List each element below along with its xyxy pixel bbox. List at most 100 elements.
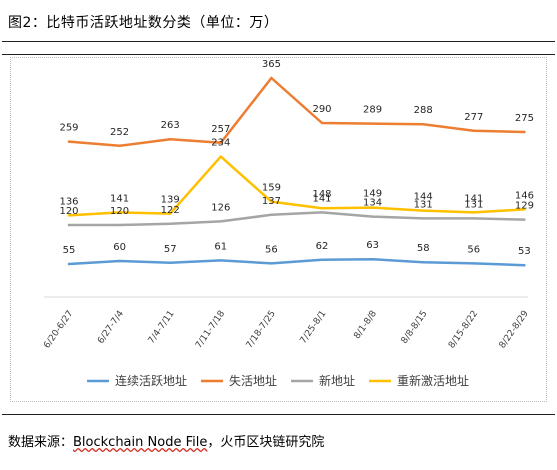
series-1-point — [169, 261, 172, 264]
x-tick-label: 7/11-7/18 — [194, 309, 227, 351]
series-3-point — [270, 213, 273, 216]
series-3-point — [472, 217, 475, 220]
data-label: 55 — [63, 245, 76, 256]
top-rule — [2, 41, 555, 42]
series-1-point — [118, 259, 121, 263]
series-3-point — [371, 215, 374, 218]
series-2-point — [371, 122, 374, 125]
source-note: 数据来源：Blockchain Node File，火币区块链研究院 — [8, 431, 324, 450]
data-label: 62 — [316, 241, 329, 252]
x-tick-label: 6/27-7/4 — [96, 309, 126, 346]
series-3-point — [118, 223, 121, 227]
data-label: 60 — [113, 242, 126, 253]
series-2-point — [169, 138, 172, 141]
data-label: 134 — [363, 198, 382, 209]
series-4-point — [320, 207, 324, 210]
data-label: 63 — [366, 240, 379, 251]
source-suffix: ，火币区块链研究院 — [207, 435, 325, 450]
data-label: 120 — [59, 206, 78, 217]
data-label-layer: 55 60 57 61 56 62 63 58 56 53 259 252 263 257 365 290 28… — [59, 59, 533, 257]
figure-title: 图2：比特币活跃地址数分类（单位：万） — [8, 15, 279, 31]
series-1-point — [270, 262, 273, 265]
data-label: 234 — [211, 138, 230, 149]
series-2-line — [67, 76, 526, 148]
series-3-point — [320, 211, 324, 214]
source-prefix: 数据来源： — [8, 435, 74, 450]
data-label: 53 — [518, 246, 531, 257]
series-4-point — [371, 206, 374, 209]
data-label: 289 — [363, 105, 382, 116]
legend-label: 重新激活地址 — [397, 373, 469, 388]
series-2-point — [219, 141, 222, 144]
series-1-point — [523, 264, 526, 267]
x-tick-label: 8/22-8/29 — [498, 309, 531, 351]
series-2-point — [320, 121, 324, 125]
data-label: 146 — [515, 190, 534, 201]
data-label: 141 — [464, 193, 483, 204]
x-tick-label: 7/18-7/25 — [245, 309, 278, 351]
top-rule-second — [2, 54, 555, 55]
series-4-point — [472, 211, 475, 214]
data-label: 141 — [110, 193, 129, 204]
series-1-point — [219, 259, 222, 262]
data-label: 290 — [312, 104, 331, 115]
data-label: 263 — [161, 120, 180, 131]
data-label: 159 — [262, 183, 281, 194]
legend-label: 连续活跃地址 — [115, 373, 187, 388]
data-label: 149 — [363, 189, 382, 200]
series-2-point — [422, 123, 425, 126]
data-label: 120 — [110, 206, 129, 217]
series-1-point — [472, 262, 475, 265]
source-link[interactable]: Blockchain Node File — [73, 435, 208, 450]
x-tick-label: 8/15-8/22 — [447, 309, 480, 351]
series-1-line — [67, 257, 526, 267]
data-label: 141 — [312, 193, 331, 204]
data-label: 148 — [312, 189, 331, 200]
data-label: 137 — [262, 196, 281, 207]
series-2-point — [523, 130, 526, 134]
series-1-point — [422, 261, 425, 264]
data-label: 136 — [59, 196, 78, 207]
data-label: 122 — [161, 205, 180, 216]
series-3-point — [422, 217, 425, 220]
series-2-point — [67, 140, 71, 143]
data-label: 61 — [214, 241, 227, 252]
data-label: 257 — [211, 124, 230, 135]
series-4-point — [118, 211, 121, 214]
data-label: 57 — [164, 244, 177, 255]
data-label: 365 — [262, 59, 281, 70]
series-3-line — [67, 211, 526, 227]
series-4-point — [67, 214, 71, 217]
series-2-point — [118, 144, 121, 147]
series-1-point — [320, 258, 324, 261]
data-label: 56 — [265, 244, 278, 255]
data-label: 252 — [110, 127, 129, 138]
series-3-point — [169, 222, 172, 225]
series-3-point — [67, 223, 71, 227]
series-2-point — [270, 76, 273, 80]
series-1-point — [67, 262, 71, 266]
x-tick-layer: 6/20-6/27 6/27-7/4 7/4-7/11 7/11-7/18 7/18-7… — [42, 309, 531, 351]
data-label: 139 — [161, 195, 180, 206]
legend-label: 失活地址 — [229, 373, 277, 388]
series-1-point — [371, 258, 374, 261]
legend: 连续活跃地址 失活地址 新地址 重新激活地址 — [87, 373, 469, 388]
data-label: 58 — [417, 243, 430, 254]
data-label: 126 — [211, 202, 230, 213]
series-4-point — [270, 200, 273, 203]
series-4-point — [422, 209, 425, 212]
x-tick-label: 7/4-7/11 — [147, 309, 177, 346]
data-label: 259 — [59, 123, 78, 134]
series-4-point — [523, 208, 526, 211]
series-3-point — [523, 218, 526, 221]
series-3-point — [219, 220, 222, 223]
x-tick-label: 7/25-8/1 — [298, 309, 328, 346]
data-label: 131 — [464, 199, 483, 210]
data-label: 288 — [414, 105, 433, 116]
data-label: 277 — [464, 112, 483, 123]
data-label: 144 — [414, 192, 433, 203]
series-4-point — [219, 155, 222, 158]
data-label: 129 — [515, 201, 534, 212]
x-tick-label: 6/20-6/27 — [42, 309, 75, 351]
